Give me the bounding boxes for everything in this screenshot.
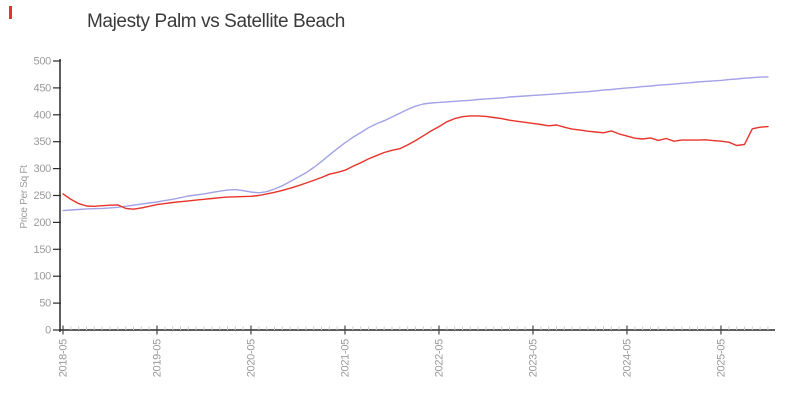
x-tick-label: 2024-05 [621,339,633,377]
series-line-0 [62,76,769,212]
corner-red-mark [9,6,12,19]
y-tick-label: 300 [34,163,52,175]
y-tick-label: 400 [34,109,52,121]
y-tick-label: 0 [45,325,51,337]
chart-title: Majesty Palm vs Satellite Beach [87,11,345,32]
y-tick-label: 150 [34,244,52,256]
y-tick-label: 100 [34,271,52,283]
series-line-1 [62,115,769,210]
x-tick-label: 2021-05 [339,339,351,377]
y-tick-label: 200 [34,217,52,229]
x-tick-label: 2025-05 [715,339,727,377]
x-tick-label: 2019-05 [151,339,163,377]
y-tick-label: 250 [34,190,52,202]
y-axis-title: Price Per Sq Ft [19,165,30,229]
y-tick-label: 450 [34,82,52,94]
x-tick-label: 2023-05 [527,339,539,377]
y-tick-label: 500 [34,56,52,68]
x-tick-label: 2022-05 [433,339,445,377]
x-tick-label: 2018-05 [58,339,70,377]
x-tick-label: 2020-05 [245,339,257,377]
y-tick-label: 50 [39,298,51,310]
y-tick-label: 350 [34,136,52,148]
